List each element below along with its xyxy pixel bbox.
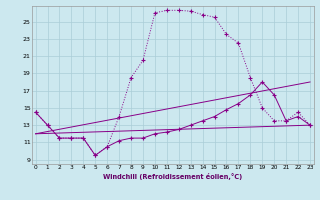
X-axis label: Windchill (Refroidissement éolien,°C): Windchill (Refroidissement éolien,°C) <box>103 173 243 180</box>
